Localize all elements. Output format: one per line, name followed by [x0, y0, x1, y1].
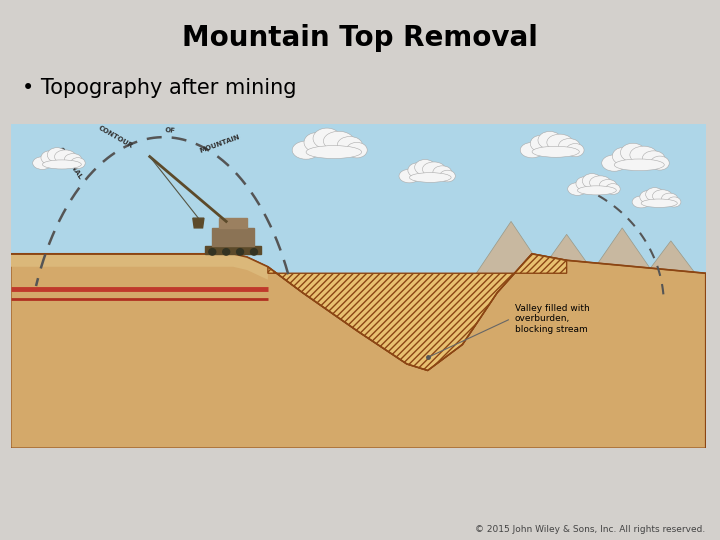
Ellipse shape — [415, 159, 436, 175]
Ellipse shape — [652, 190, 672, 202]
Ellipse shape — [650, 156, 670, 170]
Ellipse shape — [641, 199, 678, 207]
Ellipse shape — [48, 147, 67, 162]
Ellipse shape — [621, 143, 646, 162]
Text: MOUNTAIN: MOUNTAIN — [198, 133, 240, 154]
Text: OF: OF — [165, 127, 176, 134]
Text: CONTOUR: CONTOUR — [96, 125, 133, 150]
Ellipse shape — [567, 183, 587, 195]
Polygon shape — [477, 221, 546, 273]
Text: ORIGINAL: ORIGINAL — [57, 146, 83, 180]
Ellipse shape — [646, 187, 664, 201]
Ellipse shape — [306, 146, 361, 159]
Ellipse shape — [546, 134, 573, 151]
Circle shape — [209, 248, 216, 255]
Ellipse shape — [433, 166, 451, 178]
Ellipse shape — [662, 193, 678, 204]
Ellipse shape — [559, 139, 580, 153]
Ellipse shape — [71, 158, 85, 168]
Polygon shape — [11, 254, 268, 280]
Ellipse shape — [440, 170, 455, 182]
Circle shape — [222, 248, 230, 255]
Polygon shape — [220, 218, 247, 228]
Ellipse shape — [640, 191, 656, 203]
Polygon shape — [11, 254, 706, 448]
Polygon shape — [647, 241, 696, 273]
Polygon shape — [268, 254, 567, 370]
Ellipse shape — [323, 131, 354, 151]
Ellipse shape — [632, 196, 650, 208]
Ellipse shape — [32, 157, 52, 170]
Ellipse shape — [567, 144, 584, 157]
Text: © 2015 John Wiley & Sons, Inc. All rights reserved.: © 2015 John Wiley & Sons, Inc. All right… — [475, 524, 706, 534]
Polygon shape — [591, 228, 654, 273]
Ellipse shape — [630, 146, 657, 164]
Polygon shape — [205, 246, 261, 254]
Ellipse shape — [410, 173, 451, 183]
Ellipse shape — [64, 153, 82, 165]
Circle shape — [251, 248, 258, 255]
Polygon shape — [212, 228, 254, 246]
Ellipse shape — [599, 179, 617, 191]
Text: • Topography after mining: • Topography after mining — [22, 78, 296, 98]
Ellipse shape — [42, 160, 81, 169]
Ellipse shape — [602, 155, 626, 171]
Ellipse shape — [612, 147, 635, 165]
Ellipse shape — [642, 151, 665, 166]
Ellipse shape — [313, 128, 341, 149]
Ellipse shape — [55, 150, 76, 164]
Ellipse shape — [292, 141, 320, 159]
Ellipse shape — [538, 131, 562, 149]
Ellipse shape — [338, 137, 362, 153]
Ellipse shape — [41, 151, 58, 165]
Text: Mountain Top Removal: Mountain Top Removal — [182, 24, 538, 52]
Ellipse shape — [582, 173, 602, 188]
Ellipse shape — [304, 133, 329, 152]
Polygon shape — [539, 234, 595, 273]
Circle shape — [237, 248, 243, 255]
Polygon shape — [193, 218, 204, 228]
Ellipse shape — [590, 176, 611, 190]
Ellipse shape — [346, 143, 367, 158]
Ellipse shape — [423, 162, 446, 177]
Ellipse shape — [667, 197, 681, 207]
Ellipse shape — [614, 159, 665, 171]
Ellipse shape — [532, 146, 580, 157]
Ellipse shape — [577, 186, 616, 195]
Ellipse shape — [531, 135, 552, 152]
Ellipse shape — [576, 177, 593, 191]
Ellipse shape — [521, 143, 544, 158]
Ellipse shape — [606, 184, 620, 194]
Text: Valley filled with
overburden,
blocking stream: Valley filled with overburden, blocking … — [515, 303, 589, 334]
Ellipse shape — [408, 163, 427, 178]
Ellipse shape — [399, 169, 420, 183]
